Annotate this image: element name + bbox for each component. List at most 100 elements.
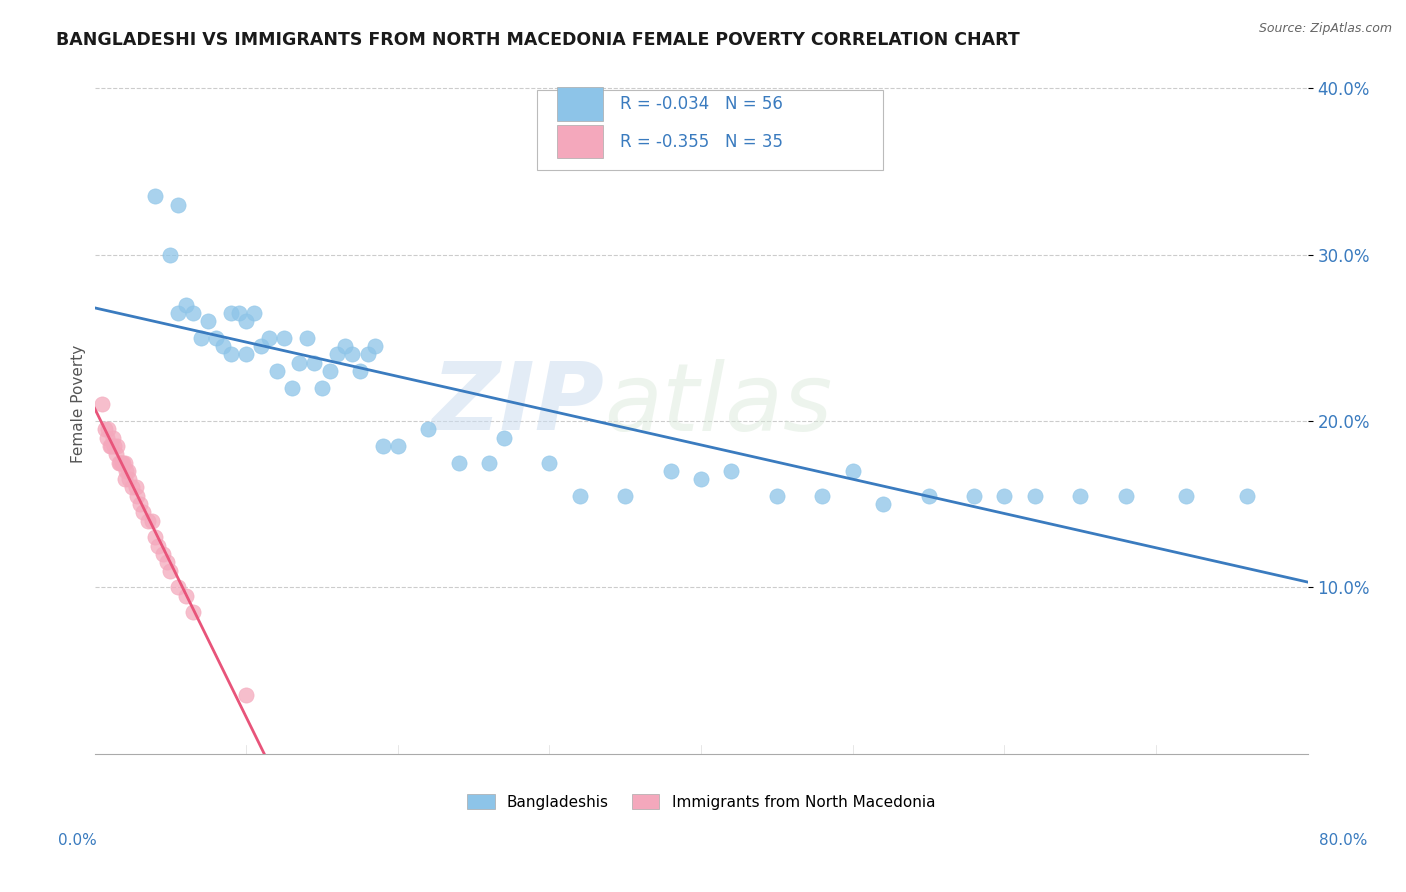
Point [124,480,146,494]
Point [993,489,1015,503]
Point [720,464,742,478]
Point [280,381,302,395]
Point [1236,489,1258,503]
Point [143,530,166,544]
Point [108,456,131,470]
Point [148,539,170,553]
Point [181,306,204,320]
Point [97,422,120,436]
Point [1024,489,1046,503]
Point [110,456,132,470]
Point [114,472,136,486]
Point [811,489,834,503]
Text: R = -0.355   N = 35: R = -0.355 N = 35 [620,133,783,151]
FancyBboxPatch shape [537,90,883,170]
Point [266,364,288,378]
Point [492,431,515,445]
Point [167,306,190,320]
Point [356,347,378,361]
Point [101,431,124,445]
Text: R = -0.034   N = 56: R = -0.034 N = 56 [620,95,783,112]
Point [181,605,204,619]
Point [103,439,125,453]
Point [115,464,138,478]
Point [243,306,266,320]
Point [111,456,134,470]
Point [295,331,318,345]
Point [159,248,181,262]
Point [333,339,356,353]
Point [167,198,190,212]
Point [364,339,387,353]
FancyBboxPatch shape [557,125,603,158]
Point [273,331,295,345]
Point [963,489,986,503]
Point [156,555,179,569]
Point [152,547,174,561]
Point [212,339,235,353]
Point [121,480,143,494]
Point [447,456,470,470]
Point [197,314,219,328]
Text: 80.0%: 80.0% [1319,833,1367,847]
Point [94,422,117,436]
Point [1115,489,1137,503]
Point [659,464,682,478]
FancyBboxPatch shape [557,87,603,120]
Point [125,489,148,503]
Point [917,489,939,503]
Point [143,189,166,203]
Point [250,339,273,353]
Text: BANGLADESHI VS IMMIGRANTS FROM NORTH MACEDONIA FEMALE POVERTY CORRELATION CHART: BANGLADESHI VS IMMIGRANTS FROM NORTH MAC… [56,31,1019,49]
Point [235,689,257,703]
Point [174,589,197,603]
Point [304,356,326,370]
Point [205,331,228,345]
Point [842,464,865,478]
Point [349,364,371,378]
Point [91,397,114,411]
Text: ZIP: ZIP [432,359,605,450]
Text: Source: ZipAtlas.com: Source: ZipAtlas.com [1258,22,1392,36]
Point [371,439,394,453]
Point [132,505,155,519]
Text: 0.0%: 0.0% [58,833,97,847]
Point [98,439,121,453]
Point [174,297,197,311]
Point [690,472,713,486]
Point [235,347,257,361]
Point [96,431,118,445]
Point [117,464,139,478]
Point [538,456,561,470]
Point [568,489,591,503]
Point [112,456,135,470]
Point [318,364,340,378]
Point [614,489,637,503]
Point [872,497,894,511]
Point [114,456,136,470]
Point [766,489,789,503]
Point [478,456,501,470]
Point [167,580,190,594]
Point [219,347,242,361]
Point [235,314,257,328]
Point [311,381,333,395]
Point [105,439,128,453]
Point [387,439,409,453]
Point [118,472,141,486]
Point [104,447,127,461]
Y-axis label: Female Poverty: Female Poverty [72,345,86,464]
Point [136,514,159,528]
Point [326,347,349,361]
Point [141,514,163,528]
Point [418,422,440,436]
Point [342,347,364,361]
Point [257,331,280,345]
Point [228,306,250,320]
Point [1069,489,1091,503]
Point [288,356,311,370]
Point [190,331,212,345]
Text: atlas: atlas [605,359,832,450]
Point [219,306,242,320]
Point [129,497,152,511]
